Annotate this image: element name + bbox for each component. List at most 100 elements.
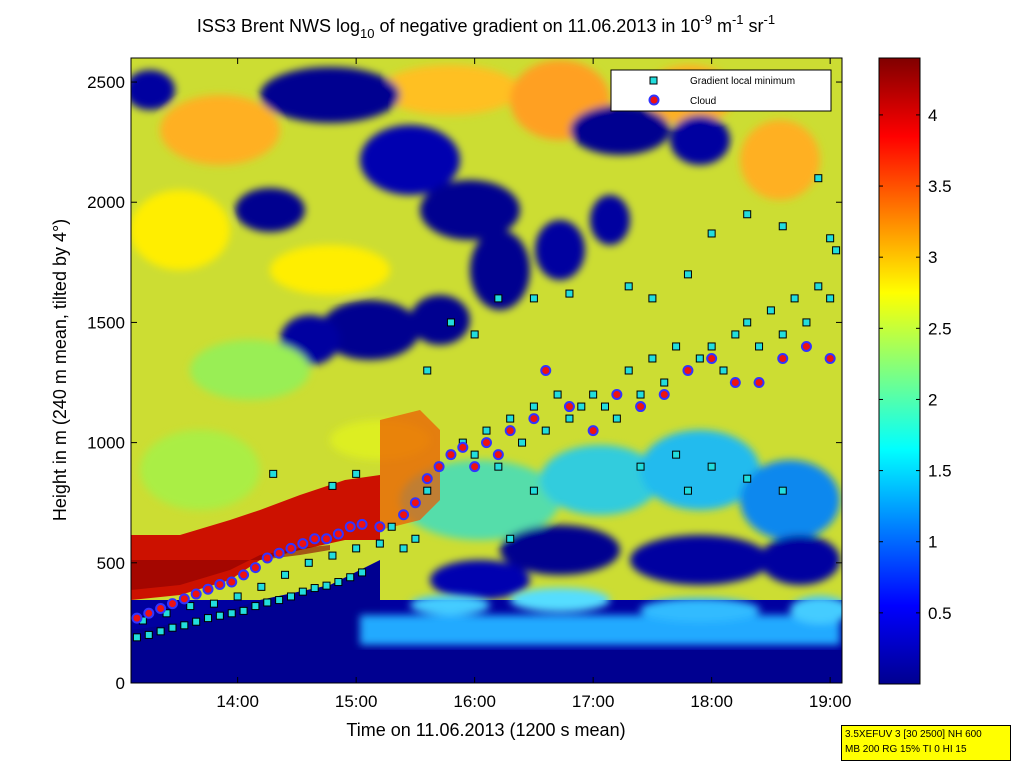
colorbar-tick-label: 1.5: [928, 462, 952, 481]
gradient-min-point: [672, 450, 681, 459]
cloud-point: [433, 461, 445, 473]
gradient-min-point: [707, 342, 716, 351]
markers: [131, 174, 841, 642]
gradient-min-point: [814, 282, 823, 291]
gradient-min-point: [826, 234, 835, 243]
cloud-point: [332, 528, 344, 540]
colorbar: [878, 57, 921, 685]
gradient-min-point: [778, 486, 787, 495]
gradient-min-point: [322, 581, 331, 590]
gradient-min-point: [683, 486, 692, 495]
legend-box: [610, 69, 832, 112]
gradient-min-point: [529, 402, 538, 411]
colorbar-tick-label: 2: [928, 390, 937, 409]
gradient-min-point: [358, 568, 367, 577]
gradient-min-point: [470, 330, 479, 339]
colorbar-ticks: 0.5 1 1.5 2 2.5 3 3.5 4: [879, 106, 952, 623]
gradient-min-point: [180, 621, 189, 630]
cloud-point: [492, 449, 504, 461]
x-axis: 14:00 15:00 16:00 17:00 18:00 19:00: [216, 58, 851, 711]
colorbar-tick-label: 2.5: [928, 319, 952, 338]
gradient-min-point: [577, 402, 586, 411]
gradient-min-point: [215, 611, 224, 620]
cloud-point: [297, 538, 309, 550]
cloud-point: [563, 401, 575, 413]
gradient-min-point: [482, 426, 491, 435]
cloud-point: [285, 542, 297, 554]
gradient-min-point: [227, 609, 236, 618]
gradient-min-point: [518, 438, 527, 447]
cloud-point: [374, 521, 386, 533]
gradient-min-point: [494, 294, 503, 303]
cloud-point: [504, 425, 516, 437]
cloud-point: [261, 552, 273, 564]
gradient-min-point: [695, 354, 704, 363]
cloud-point: [202, 583, 214, 595]
cloud-point: [344, 521, 356, 533]
gradient-min-point: [304, 558, 313, 567]
gradient-min-point: [506, 414, 515, 423]
y-axis-label: Height in m (240 m mean, tilted by 4°): [50, 219, 70, 521]
cloud-point: [143, 607, 155, 619]
cloud-point: [178, 593, 190, 605]
gradient-min-point: [624, 282, 633, 291]
y-tick-label: 1000: [87, 434, 125, 453]
info-line-1: 3.5XEFUV 3 [30 2500] NH 600: [845, 729, 982, 740]
gradient-min-point: [743, 474, 752, 483]
cloud-point: [321, 533, 333, 545]
gradient-min-point: [826, 294, 835, 303]
x-tick-label: 19:00: [809, 692, 852, 711]
gradient-min-point: [766, 306, 775, 315]
gradient-min-point: [275, 596, 284, 605]
gradient-min-point: [529, 486, 538, 495]
cloud-point: [457, 441, 469, 453]
colorbar-tick-label: 0.5: [928, 604, 952, 623]
chart-title: ISS3 Brent NWS log10 of negative gradien…: [197, 12, 775, 41]
gradient-min-point: [565, 414, 574, 423]
gradient-min-point: [553, 390, 562, 399]
cloud-point: [309, 533, 321, 545]
gradient-min-point: [233, 592, 242, 601]
cloud-point: [777, 352, 789, 364]
cloud-point: [528, 413, 540, 425]
x-tick-label: 18:00: [690, 692, 733, 711]
gradient-min-point: [636, 462, 645, 471]
gradient-min-point: [612, 414, 621, 423]
gradient-min-point: [802, 318, 811, 327]
gradient-min-point: [334, 578, 343, 587]
y-tick-label: 0: [116, 674, 125, 693]
plot-frame: [130, 57, 843, 684]
gradient-min-point: [755, 342, 764, 351]
info-line-2: MB 200 RG 15% TI 0 HI 15: [845, 744, 967, 755]
legend-label-gradient-min: Gradient local minimum: [690, 76, 795, 87]
cloud-point: [356, 518, 368, 530]
y-tick-label: 2500: [87, 73, 125, 92]
gradient-min-point: [281, 570, 290, 579]
gradient-min-point: [186, 602, 195, 611]
cloud-point: [249, 562, 261, 574]
cloud-point: [155, 602, 167, 614]
cloud-point: [409, 497, 421, 509]
gradient-min-point: [263, 598, 272, 607]
cloud-point: [587, 425, 599, 437]
gradient-min-point: [719, 366, 728, 375]
cloud-point: [481, 437, 492, 449]
cloud-point: [166, 598, 178, 610]
gradient-min-point: [168, 623, 177, 632]
cloud-point: [273, 547, 285, 559]
gradient-min-point: [683, 270, 692, 279]
gradient-min-point: [346, 573, 355, 582]
gradient-min-point: [192, 617, 201, 626]
legend-marker-gradient-min: [649, 76, 658, 85]
colorbar-tick-label: 3.5: [928, 177, 952, 196]
gradient-min-point: [506, 534, 515, 543]
gradient-min-point: [328, 481, 337, 490]
gradient-min-point: [601, 402, 609, 411]
gradient-min-point: [731, 330, 740, 339]
gradient-min-point: [286, 592, 295, 601]
gradient-min-point: [636, 390, 645, 399]
info-box: 3.5XEFUV 3 [30 2500] NH 600 MB 200 RG 15…: [841, 725, 1011, 761]
heatmap: [131, 58, 842, 683]
gradient-min-point: [257, 582, 266, 591]
